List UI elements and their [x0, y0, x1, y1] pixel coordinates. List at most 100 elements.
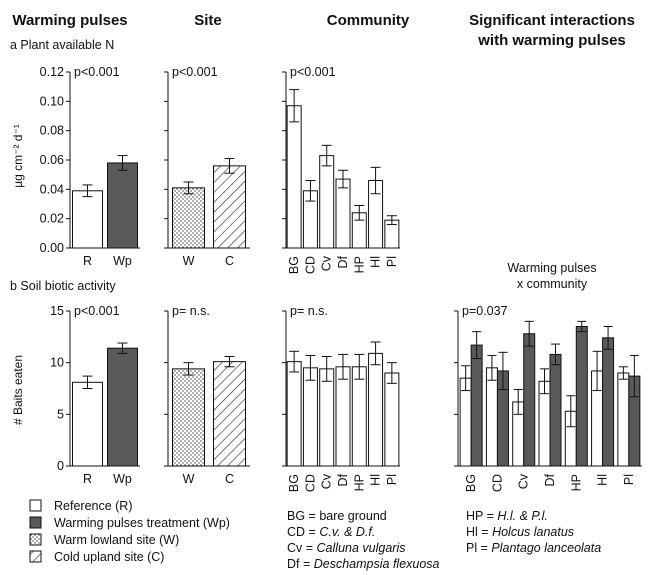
- legend-swatch: [29, 550, 42, 563]
- x-tick-label: CD: [303, 474, 317, 492]
- error-bar: [577, 320, 587, 333]
- p-value-annotation: p<0.001: [172, 65, 218, 79]
- error-bar: [338, 353, 348, 380]
- bar: [172, 187, 205, 249]
- abbreviation-entry: Cv = Calluna vulgaris: [287, 541, 405, 555]
- abbreviation-entry: BG = bare ground: [287, 509, 387, 523]
- panel-warming-baits: 0 5 10 15 p<0.001 R Wp: [50, 304, 140, 486]
- error-bar: [386, 215, 397, 226]
- p-value-annotation: p= n.s.: [172, 304, 210, 318]
- bar: [72, 190, 103, 249]
- bar: [335, 178, 351, 249]
- bar: [470, 344, 483, 467]
- error-bar: [354, 353, 365, 380]
- error-bar: [472, 331, 482, 360]
- y-tick-label: 0.04: [40, 182, 64, 196]
- x-tick-label: C: [225, 254, 234, 268]
- header-community: Community: [327, 12, 410, 29]
- bar: [575, 326, 588, 467]
- x-tick-label: R: [83, 472, 92, 486]
- error-bar: [117, 155, 128, 171]
- header-interactions-line2: with warming pulses: [477, 32, 626, 49]
- bar: [549, 353, 562, 467]
- p-value-annotation: p<0.001: [74, 65, 120, 79]
- panel-community-baits: p= n.s. BG CD Cv Df HP Hl Pl: [282, 304, 400, 492]
- error-bar: [305, 354, 316, 381]
- x-tick-label: Pl: [622, 474, 636, 485]
- y-tick-label: 0.02: [40, 212, 64, 226]
- interaction-note-line2: x community: [517, 277, 588, 291]
- bar: [286, 105, 302, 249]
- x-tick-label: BG: [464, 474, 478, 492]
- bar: [617, 372, 630, 467]
- legend-item: Warm lowland site (W): [29, 533, 179, 547]
- y-tick-label: 0.10: [40, 94, 64, 108]
- legend-label: Warm lowland site (W): [54, 533, 179, 547]
- legend-label: Cold upland site (C): [54, 550, 164, 564]
- legend-label: Reference (R): [54, 499, 133, 513]
- x-tick-label: Wp: [113, 472, 132, 486]
- abbreviation-entry: Pl = Plantago lanceolata: [466, 541, 601, 555]
- error-bar: [321, 144, 332, 167]
- y-tick-label: 15: [50, 304, 64, 318]
- x-tick-label: HP: [352, 474, 366, 491]
- legend-abbreviations: BG = bare ground CD = C.v. & D.f. Cv = Cal…: [287, 509, 601, 571]
- panel-interaction-baits: p=0.037 BG CD Cv Df HP Hl Pl: [454, 304, 642, 492]
- error-bar: [82, 184, 93, 198]
- x-tick-label: W: [183, 254, 195, 268]
- header-interactions-line1: Significant interactions: [469, 12, 635, 29]
- x-tick-label: Df: [543, 473, 557, 486]
- bar: [523, 333, 536, 467]
- error-bar: [551, 343, 560, 366]
- y-tick-label: 10: [50, 356, 64, 370]
- x-tick-label: Df: [336, 473, 350, 486]
- legend-swatch: [29, 516, 42, 529]
- abbreviation-entry: CD = C.v. & D.f.: [287, 525, 375, 539]
- legend-item: Warming pulses treatment (Wp): [29, 516, 230, 530]
- y-axis-label-a: µg cm⁻² d⁻¹: [11, 124, 25, 188]
- bar: [213, 165, 246, 249]
- error-bar: [487, 354, 497, 381]
- error-bar: [338, 169, 348, 189]
- error-bar: [629, 354, 639, 398]
- error-bar: [513, 389, 523, 415]
- error-bar: [82, 375, 93, 389]
- error-bar: [183, 362, 194, 376]
- x-tick-label: Wp: [113, 254, 132, 268]
- y-tick-label: 0: [57, 459, 64, 473]
- x-tick-label: W: [183, 472, 195, 486]
- p-value-annotation: p=0.037: [462, 304, 508, 318]
- y-tick-label: 0.08: [40, 124, 64, 138]
- interaction-note-line1: Warming pulses: [507, 261, 596, 275]
- y-tick-label: 0.06: [40, 153, 64, 167]
- panel-warming-plant-n: 0.00 0.02 0.04 0.06 0.08 0.10 0.12 p<0.001 R Wp: [40, 65, 140, 268]
- x-tick-label: Pl: [385, 474, 399, 485]
- x-tick-label: HP: [352, 256, 366, 273]
- panel-site-baits: p= n.s. W C: [164, 304, 250, 486]
- bar: [286, 361, 302, 467]
- bar: [302, 367, 318, 467]
- abbreviation-entry: Df = Deschampsia flexuosa: [287, 557, 440, 571]
- error-bar: [370, 341, 381, 366]
- x-tick-label: Pl: [385, 256, 399, 267]
- bar: [384, 372, 400, 467]
- bar: [351, 366, 367, 467]
- x-tick-label: Df: [336, 255, 350, 268]
- y-tick-label: 0.00: [40, 241, 64, 255]
- error-bar: [117, 342, 128, 354]
- legend-fill-swatches: Reference (R) Warming pulses treatment (W…: [29, 499, 230, 564]
- error-bar: [603, 326, 613, 350]
- x-tick-label: Hl: [596, 474, 610, 486]
- panel-community-plant-n: p<0.001 BG CD Cv Df HP Hl Pl: [282, 65, 400, 274]
- legend-item: Reference (R): [29, 499, 133, 513]
- error-bar: [618, 366, 628, 380]
- p-value-annotation: p<0.001: [74, 304, 120, 318]
- x-tick-label: C: [225, 472, 234, 486]
- x-tick-label: Cv: [517, 473, 531, 489]
- error-bar: [461, 365, 471, 392]
- bar: [485, 367, 498, 467]
- p-value-annotation: p<0.001: [290, 65, 336, 79]
- error-bar: [524, 320, 534, 347]
- header-warming-pulses: Warming pulses: [12, 12, 127, 29]
- x-tick-label: BG: [287, 256, 301, 274]
